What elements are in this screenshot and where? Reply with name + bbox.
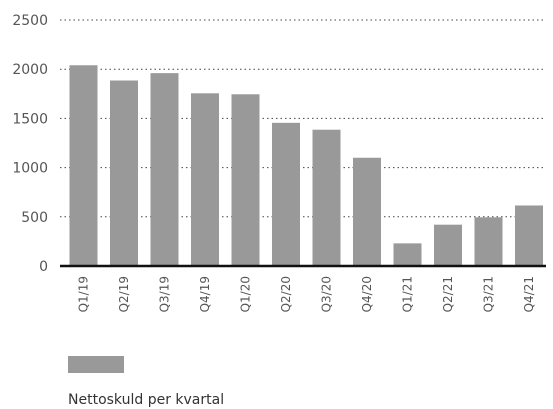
- bar-q1-20: [231, 94, 260, 267]
- x-axis-labels: Q1/19 Q2/19 Q3/19 Q4/19 Q1/20 Q2/20 Q3/20 Q4/20…: [77, 276, 537, 312]
- x-tick-label: Q3/21: [482, 276, 496, 312]
- y-tick-label: 2000: [12, 62, 48, 78]
- bar-q3-20: [312, 129, 341, 266]
- x-tick-label: Q2/20: [279, 276, 293, 312]
- legend-label: Nettoskuld per kvartal: [68, 392, 225, 408]
- x-tick-label: Q2/19: [117, 276, 131, 312]
- x-tick-label: Q1/21: [401, 276, 415, 312]
- x-tick-label: Q3/19: [158, 276, 172, 312]
- y-tick-label: 1500: [12, 111, 48, 127]
- grid-lines: [60, 19, 546, 218]
- x-tick-label: Q1/19: [77, 276, 91, 312]
- x-tick-label: Q4/20: [360, 276, 374, 312]
- x-tick-label: Q3/20: [320, 276, 334, 312]
- bar-q4-19: [191, 93, 219, 266]
- x-tick-label: Q2/21: [441, 276, 455, 312]
- y-axis-ticks: 0 500 1000 1500 2000 2500: [12, 13, 48, 275]
- bar-q3-21: [474, 217, 503, 266]
- y-tick-label: 1000: [12, 161, 48, 177]
- y-tick-label: 500: [21, 210, 48, 226]
- bar-q1-19: [69, 65, 98, 266]
- bar-q3-19: [150, 73, 179, 266]
- bar-q4-21: [515, 205, 543, 266]
- bar-q2-21: [434, 224, 462, 266]
- legend-swatch: [68, 356, 124, 373]
- bar-q2-19: [110, 80, 138, 267]
- x-tick-label: Q4/21: [522, 276, 536, 312]
- x-tick-label: Q1/20: [239, 276, 253, 312]
- bars: [69, 65, 543, 267]
- bar-q4-20: [353, 157, 381, 266]
- y-tick-label: 2500: [12, 13, 48, 29]
- y-tick-label: 0: [39, 259, 48, 275]
- bar-q1-21: [393, 243, 422, 266]
- x-tick-label: Q4/19: [198, 276, 212, 312]
- bar-q2-20: [272, 122, 300, 266]
